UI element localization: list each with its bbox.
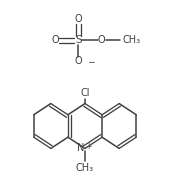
Text: S: S: [75, 35, 82, 45]
Text: N: N: [77, 143, 85, 153]
Text: O: O: [74, 56, 82, 66]
Text: −: −: [87, 57, 94, 66]
Text: O: O: [98, 35, 106, 45]
Text: +: +: [86, 142, 92, 151]
Text: O: O: [51, 35, 59, 45]
Text: CH₃: CH₃: [76, 163, 94, 173]
Text: Cl: Cl: [80, 88, 90, 98]
Text: CH₃: CH₃: [123, 35, 141, 45]
Text: O: O: [74, 14, 82, 25]
